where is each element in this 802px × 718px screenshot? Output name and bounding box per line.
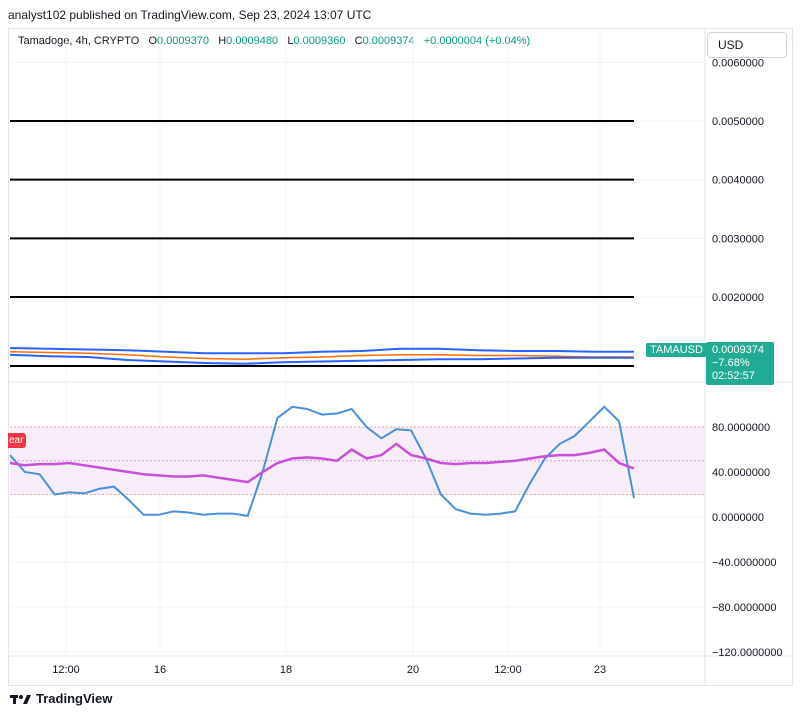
currency-button[interactable]: USD [707, 32, 787, 58]
price-series-line [9, 353, 634, 365]
ohlc-legend: Tamadoge, 4h, CRYPTO O0.0009370 H0.00094… [18, 35, 530, 47]
close-value: 0.0009374 [362, 35, 415, 47]
high-label: H [218, 35, 227, 47]
y-tick-label: −80.0000000 [712, 602, 777, 614]
y-axis-labels: 0.0060000 0.0050000 0.0040000 0.0030000 0.00… [712, 57, 783, 659]
change-value: +0.0000004 (+0.04%) [423, 35, 531, 47]
price-change-pct: −7.68% [712, 357, 750, 369]
x-axis-labels: 12:00 16 18 20 12:00 23 [52, 664, 606, 676]
publish-caption: analyst102 published on TradingView.com,… [8, 8, 372, 22]
y-tick-label: 0.0000000 [712, 512, 764, 524]
y-tick-label: 80.0000000 [712, 422, 770, 434]
y-tick-label: 0.0050000 [712, 116, 764, 128]
symbol-price-tag: TAMAUSD [646, 343, 707, 357]
x-tick-label: 23 [594, 664, 606, 676]
price-series-line [9, 351, 634, 361]
last-price-tag: 0.0009374 −7.68% 02:52:57 [706, 342, 774, 385]
y-tick-label: 0.0030000 [712, 233, 764, 245]
open-label: O [148, 35, 158, 47]
oscillator-band [10, 427, 704, 495]
low-value: 0.0009360 [293, 35, 346, 47]
low-label: L [287, 35, 294, 47]
y-tick-label: −40.0000000 [712, 557, 777, 569]
last-price: 0.0009374 [712, 344, 764, 356]
price-series-line [9, 347, 634, 355]
grid [8, 28, 705, 656]
bar-countdown: 02:52:57 [712, 370, 755, 382]
tradingview-logo-text: TradingView [36, 691, 113, 706]
tradingview-logo[interactable]: TradingView [10, 691, 112, 706]
y-tick-label: 40.0000000 [712, 467, 770, 479]
y-tick-label: 0.0020000 [712, 292, 764, 304]
series [9, 347, 635, 518]
tradingview-icon [10, 694, 31, 704]
oscillator-background [10, 426, 705, 495]
open-value: 0.0009370 [157, 35, 210, 47]
x-tick-label: 12:00 [52, 664, 80, 676]
y-tick-label: 0.0040000 [712, 175, 764, 187]
y-tick-label: 0.0060000 [712, 57, 764, 69]
chart-frame [8, 28, 793, 686]
oscillator-series-line [9, 405, 635, 518]
x-tick-label: 16 [154, 664, 166, 676]
x-tick-label: 12:00 [494, 664, 522, 676]
horizontal-levels [10, 120, 634, 367]
x-tick-label: 18 [280, 664, 292, 676]
high-value: 0.0009480 [226, 35, 279, 47]
close-label: C [354, 35, 363, 47]
legend-symbol[interactable]: Tamadoge, 4h, CRYPTO [18, 35, 140, 47]
bear-label: ear [8, 433, 27, 448]
y-tick-label: −120.0000000 [712, 647, 783, 659]
oscillator-series-line [9, 442, 635, 484]
x-tick-label: 20 [407, 664, 419, 676]
